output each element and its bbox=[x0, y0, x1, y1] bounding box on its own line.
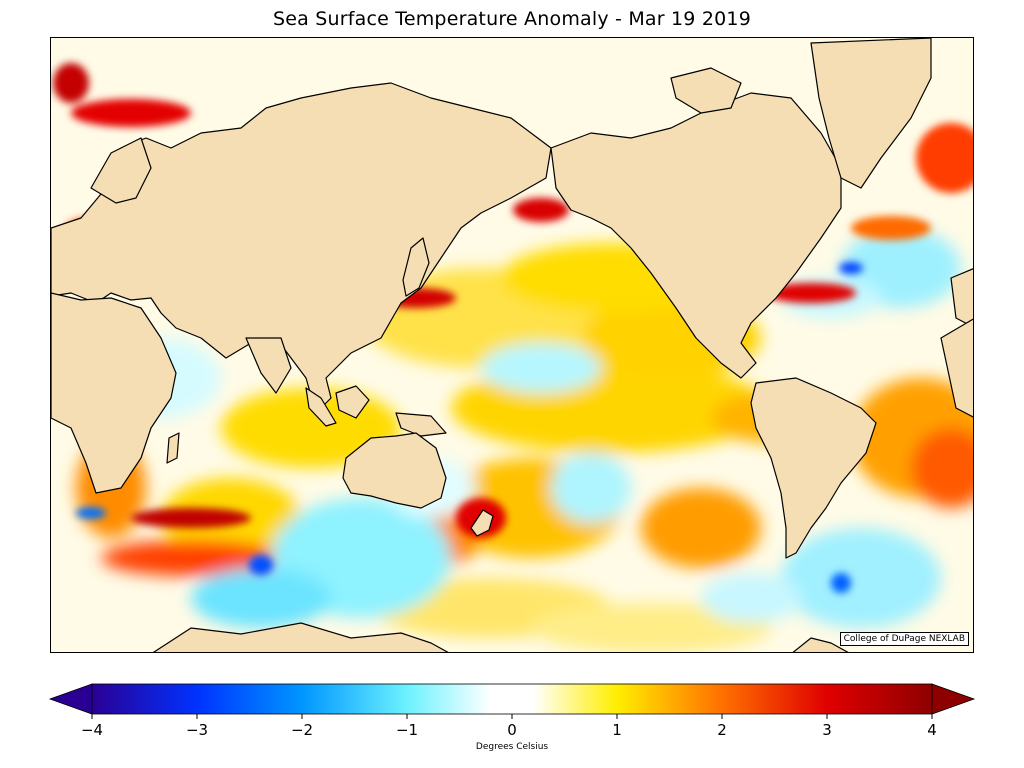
colorbar-label: Degrees Celsius bbox=[475, 742, 549, 752]
land-africa-east-edge bbox=[940, 318, 973, 418]
land-madagascar bbox=[166, 432, 180, 464]
land-arctic-islands bbox=[670, 67, 742, 114]
colorbar-tick-label: −4 bbox=[81, 721, 103, 739]
land-europe-east-edge bbox=[950, 268, 973, 328]
land-india bbox=[245, 337, 292, 394]
land-borneo bbox=[335, 385, 370, 419]
land-antarctica bbox=[152, 622, 449, 652]
colorbar-max-extend bbox=[931, 683, 976, 715]
landmasses bbox=[51, 38, 973, 652]
land-antarctica-east bbox=[792, 637, 849, 652]
sst-anomaly-map: College of DuPage NEXLAB bbox=[50, 37, 974, 653]
colorbar-tick-label: −3 bbox=[186, 721, 208, 739]
land-australia bbox=[342, 432, 447, 509]
colorbar-gradient bbox=[91, 683, 933, 715]
colorbar-ticks: −4 −3 −2 −1 0 1 2 3 4 bbox=[81, 714, 937, 739]
land-sumatra bbox=[305, 387, 337, 427]
colorbar-tick-label: −2 bbox=[291, 721, 313, 739]
land-south-america bbox=[750, 377, 877, 559]
colorbar-tick-label: −1 bbox=[396, 721, 418, 739]
land-new-guinea bbox=[395, 412, 447, 437]
land-scandinavia bbox=[90, 137, 152, 204]
land-eurasia bbox=[51, 82, 552, 414]
map-canvas bbox=[51, 38, 973, 652]
colorbar-tick-label: 2 bbox=[717, 721, 727, 739]
colorbar-tick-label: 3 bbox=[822, 721, 832, 739]
colorbar-tick-label: 4 bbox=[927, 721, 937, 739]
colorbar-tick-label: 0 bbox=[507, 721, 517, 739]
land-africa bbox=[51, 292, 177, 494]
map-title: Sea Surface Temperature Anomaly - Mar 19… bbox=[273, 8, 751, 30]
colorbar: −4 −3 −2 −1 0 1 2 3 4 Degrees Celsius bbox=[0, 680, 1024, 768]
credit-label: College of DuPage NEXLAB bbox=[839, 632, 969, 646]
land-japan bbox=[402, 237, 430, 297]
colorbar-tick-label: 1 bbox=[612, 721, 622, 739]
land-new-zealand bbox=[470, 509, 494, 537]
colorbar-canvas: −4 −3 −2 −1 0 1 2 3 4 bbox=[48, 683, 976, 739]
colorbar-min-extend bbox=[48, 683, 93, 715]
land-greenland bbox=[810, 38, 932, 189]
